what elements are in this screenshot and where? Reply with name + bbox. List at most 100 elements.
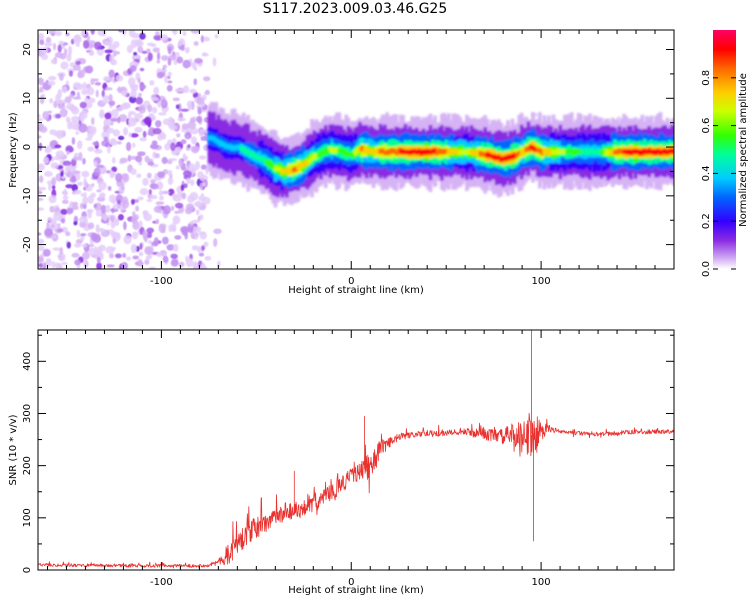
- spectrogram-ridge-cell: [335, 147, 339, 153]
- colorbar-tick-label: 0.0: [701, 261, 712, 277]
- spectrogram-ridge-cell: [414, 149, 419, 155]
- spectrogram-noise-blob: [109, 170, 115, 179]
- spectrogram-noise-blob: [112, 237, 117, 244]
- spectrogram-noise-blob: [167, 71, 173, 76]
- spectrogram-noise-blob: [77, 140, 83, 150]
- snr-y-axis-label: SNR (10 * v/v): [8, 414, 19, 485]
- spectrogram-noise-blob: [187, 194, 195, 204]
- spectrogram-ridge-cell: [579, 148, 583, 155]
- spectrogram-noise-blob: [133, 51, 138, 56]
- spectrogram-noise-blob: [81, 170, 90, 178]
- spectrogram-noise-blob: [170, 205, 175, 211]
- spectrogram-x-tick-label: 100: [532, 276, 551, 287]
- spectrogram-noise-blob: [104, 112, 112, 120]
- spectrogram-noise-blob: [132, 255, 140, 260]
- spectrogram-noise-blob: [139, 137, 148, 142]
- spectrogram-ridge-cell: [371, 150, 376, 155]
- spectrogram-noise-blob: [74, 243, 82, 248]
- spectrogram-noise-blob: [53, 132, 63, 137]
- spectrogram-noise-blob: [61, 199, 69, 204]
- spectrogram-noise-blob: [182, 30, 187, 36]
- spectrogram-noise-blob: [172, 244, 179, 252]
- spectrogram-ridge-cell: [424, 148, 428, 156]
- spectrogram-noise-blob: [60, 61, 69, 70]
- spectrogram-y-tick-label: -10: [22, 188, 33, 204]
- spectrogram-noise-blob: [119, 103, 129, 110]
- spectrogram-noise-blob: [197, 171, 204, 179]
- spectrogram-noise-blob: [48, 182, 52, 192]
- spectrogram-noise-blob: [127, 117, 137, 127]
- spectrogram-noise-blob: [145, 255, 150, 261]
- spectrogram-noise-blob: [147, 161, 155, 166]
- spectrogram-ridge-cell: [608, 149, 613, 155]
- spectrogram-ridge-cell: [380, 148, 385, 154]
- spectrogram-noise-blob: [104, 49, 113, 54]
- spectrogram-noise-blob: [178, 261, 185, 268]
- spectrogram-noise-blob: [105, 246, 115, 254]
- spectrogram-noise-blob: [47, 30, 57, 35]
- spectrogram-noise-blob: [86, 35, 91, 42]
- spectrogram-noise-blob: [110, 215, 115, 223]
- spectrogram-noise-blob: [138, 92, 142, 97]
- spectrogram-noise-blob: [191, 146, 200, 154]
- spectrogram-noise-blob: [49, 218, 57, 226]
- spectrogram-ridge-cell: [515, 152, 519, 158]
- spectrogram-noise-blob: [89, 50, 95, 56]
- spectrogram-noise-blob: [38, 77, 43, 85]
- spectrogram-noise-blob: [60, 208, 68, 216]
- spectrogram-noise-blob: [90, 192, 96, 198]
- spectrogram-y-tick-label: 0: [22, 144, 33, 150]
- spectrogram-noise-blob: [90, 78, 95, 86]
- spectrogram-noise-blob: [171, 193, 178, 199]
- spectrogram-noise-blob: [50, 32, 56, 37]
- spectrogram-noise-blob: [202, 52, 207, 57]
- spectrogram-ridge-cell: [307, 158, 312, 164]
- spectrogram-ridge-cell: [403, 149, 408, 155]
- spectrogram-noise-blob: [139, 188, 149, 196]
- spectrogram-noise-blob: [57, 44, 62, 53]
- spectrogram-noise-blob: [203, 76, 211, 82]
- spectrogram-noise-blob: [66, 150, 70, 155]
- spectrogram-noise-blob: [151, 241, 158, 247]
- spectrogram-noise-blob: [52, 247, 61, 251]
- spectrogram-noise-blob: [49, 98, 54, 104]
- spectrogram-noise-blob: [195, 209, 200, 216]
- spectrogram-noise-blob: [137, 77, 141, 84]
- spectrogram-noise-blob: [57, 88, 63, 99]
- spectrogram-ridge-cell: [547, 149, 551, 156]
- spectrogram-noise-blob: [149, 144, 159, 149]
- spectrogram-noise-blob: [146, 172, 152, 179]
- spectrogram-noise-blob: [79, 110, 88, 120]
- spectrogram-noise-blob: [146, 42, 155, 47]
- spectrogram-noise-blob: [84, 102, 93, 109]
- spectrogram-noise-blob: [92, 141, 100, 146]
- spectrogram-noise-blob: [197, 106, 202, 115]
- snr-x-tick-label: 0: [348, 577, 354, 588]
- spectrogram-ridge-cell: [235, 144, 239, 151]
- spectrogram-ridge-cell: [387, 148, 392, 155]
- spectrogram-noise-blob: [50, 162, 59, 169]
- spectrogram-ridge-cell: [255, 154, 260, 160]
- spectrogram-noise-blob: [73, 221, 78, 226]
- spectrogram-noise-blob: [167, 169, 173, 176]
- spectrogram-noise-blob: [155, 218, 160, 225]
- spectrogram-noise-blob: [191, 245, 199, 251]
- spectrogram-ridge-cell: [225, 144, 230, 150]
- spectrogram-ridge-cell: [312, 153, 317, 160]
- spectrogram-noise-blob: [168, 158, 178, 162]
- spectrogram-noise-blob: [45, 257, 52, 267]
- spectrogram-noise-blob: [62, 160, 72, 167]
- spectrogram-ridge-cell: [248, 151, 253, 158]
- spectrogram-noise-blob: [161, 55, 169, 61]
- spectrogram-noise-blob: [170, 253, 178, 259]
- spectrogram-noise-blob: [71, 137, 76, 145]
- spectrogram-ridge-cell: [435, 150, 440, 156]
- spectrogram-noise-blob: [58, 40, 64, 46]
- spectrogram-noise-blob: [153, 35, 163, 41]
- spectrogram-noise-blob: [104, 41, 112, 46]
- spectrogram-noise-blob: [38, 238, 45, 244]
- spectrogram-noise-blob: [96, 164, 105, 169]
- spectrogram-noise-blob: [151, 97, 160, 102]
- spectrogram-noise-blob: [137, 258, 143, 267]
- spectrogram-noise-blob: [93, 203, 97, 209]
